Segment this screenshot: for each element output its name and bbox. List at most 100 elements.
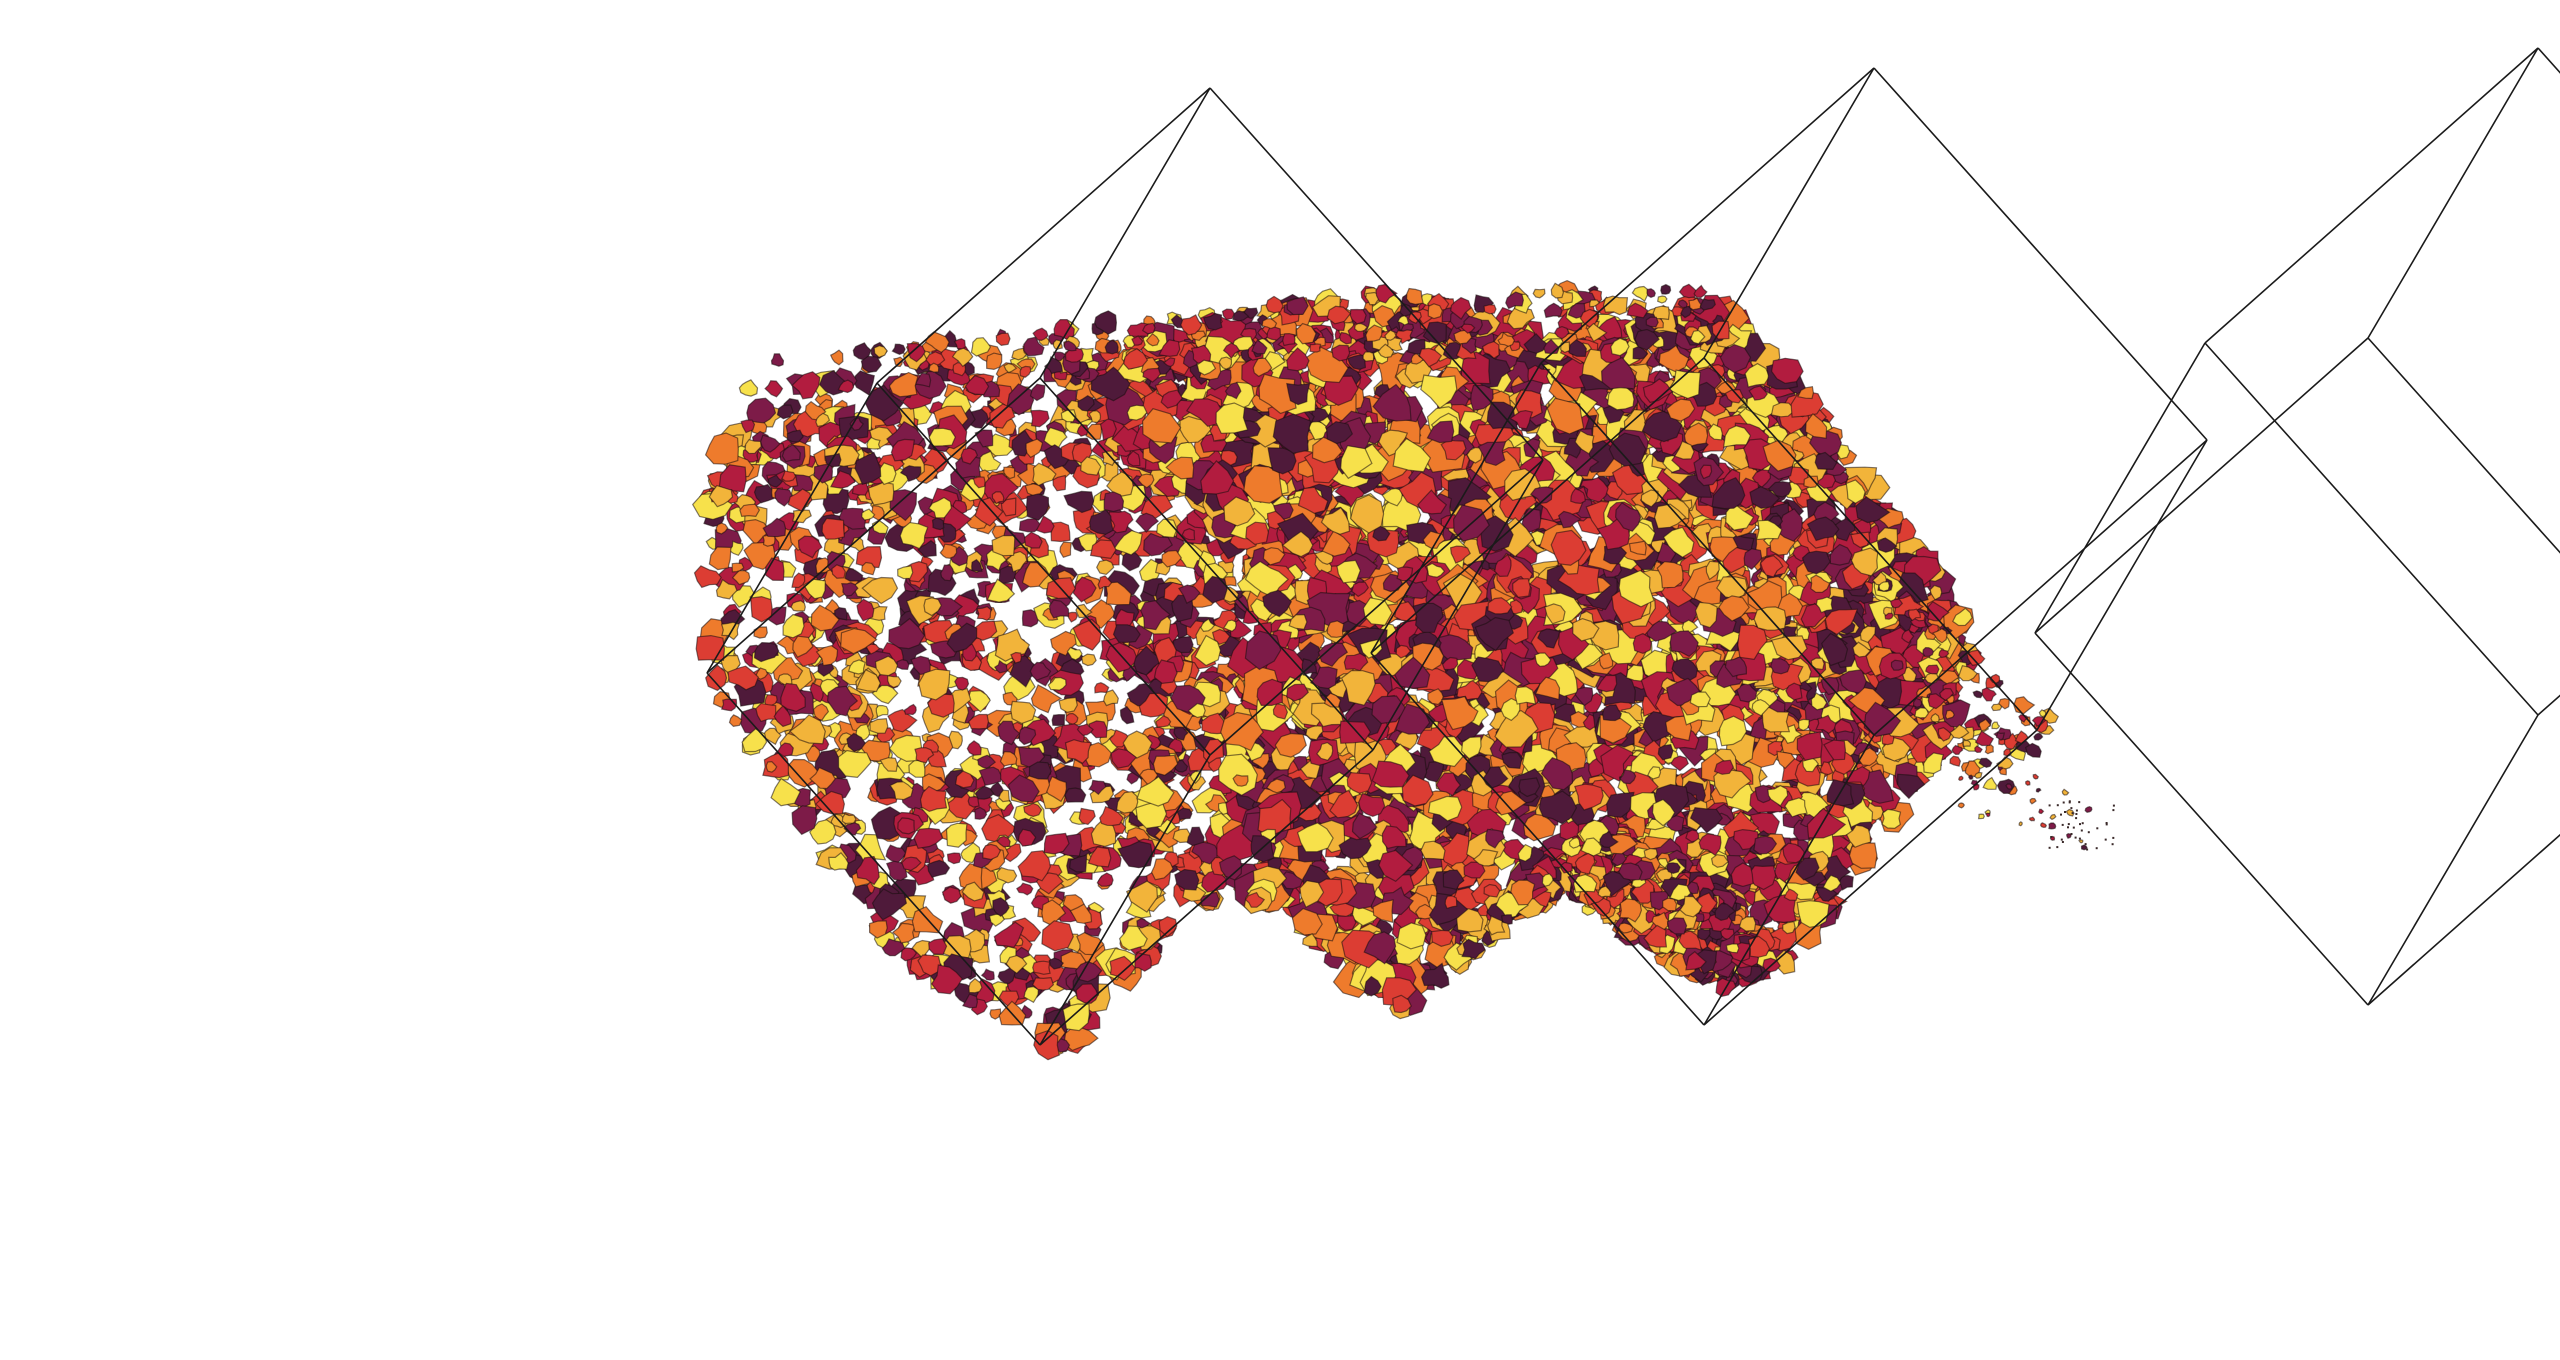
grain [790,600,806,612]
grain [1006,383,1035,416]
grain [974,785,995,800]
grain [911,939,931,959]
grain [999,750,1018,767]
grain [1072,618,1102,651]
grain [886,674,902,689]
grain [890,438,915,462]
grain [1007,774,1040,803]
grain [802,578,826,600]
grain [976,606,992,622]
grain [961,881,985,902]
grain [1109,955,1136,982]
grain [705,664,728,692]
grain [1005,954,1028,975]
grain [1068,854,1088,873]
grain [744,439,762,455]
grain [821,517,845,540]
grain [837,749,872,779]
grain [1689,691,1711,708]
grain [1121,548,1143,572]
grain [989,1008,1002,1020]
grain [974,429,994,448]
grain [861,508,876,521]
grain [693,565,722,589]
grain [844,567,864,582]
grain [1018,726,1037,746]
grain [879,757,899,772]
grain [833,606,848,621]
grain [1140,600,1172,631]
grain [954,676,970,691]
grain [1326,620,1345,638]
grain [847,659,866,675]
grain [781,470,797,482]
grain [1058,696,1078,714]
grain [914,747,935,764]
grain [1000,497,1017,517]
grain [974,496,1004,527]
grain [960,447,979,465]
grain [861,561,876,576]
grain [1119,705,1135,725]
grain [740,419,756,434]
grain [786,429,804,443]
grain [739,503,761,518]
grain [1125,880,1159,913]
grain [1075,961,1103,983]
grain [765,760,778,773]
grain [831,564,846,579]
grain [1158,916,1178,938]
grain [1060,409,1077,423]
grain [1065,712,1079,726]
grain [1202,575,1228,604]
grain [1010,651,1023,664]
grain [1186,826,1205,847]
grain [1136,917,1152,929]
grain [1150,858,1174,881]
grain [809,766,836,790]
grain [1076,723,1094,736]
grain [1103,491,1125,513]
grain [928,427,956,447]
grain [840,627,878,655]
grain [986,578,1016,603]
grain [1063,1026,1099,1052]
grain [797,535,823,559]
grain [1035,515,1055,534]
grain [1153,659,1178,685]
grain [1081,653,1097,667]
grain [855,545,883,569]
grain [1032,960,1051,975]
grain [1010,700,1037,725]
grain [715,522,729,535]
grain [810,604,840,632]
grain [720,698,738,712]
grain [826,685,859,717]
grain [789,714,826,745]
grain [1339,720,1372,744]
grain-clusters [691,279,2115,1061]
grain [874,655,899,677]
grain [1200,618,1216,633]
grain [993,659,1009,674]
grain [946,852,962,865]
grain [967,796,980,808]
grain [917,539,937,558]
grain [824,452,842,468]
grain [1003,466,1016,480]
grain [1174,868,1200,891]
grain [1028,761,1052,780]
grain [792,635,814,658]
grain [753,626,768,639]
grain [978,766,1002,786]
grain [954,770,975,789]
grain [871,888,908,921]
grain [1848,842,1878,869]
grain [1154,715,1172,728]
grain [728,714,743,728]
grain [1087,846,1112,868]
grain [1088,410,1102,424]
grain [1099,805,1124,827]
grain [754,667,769,680]
